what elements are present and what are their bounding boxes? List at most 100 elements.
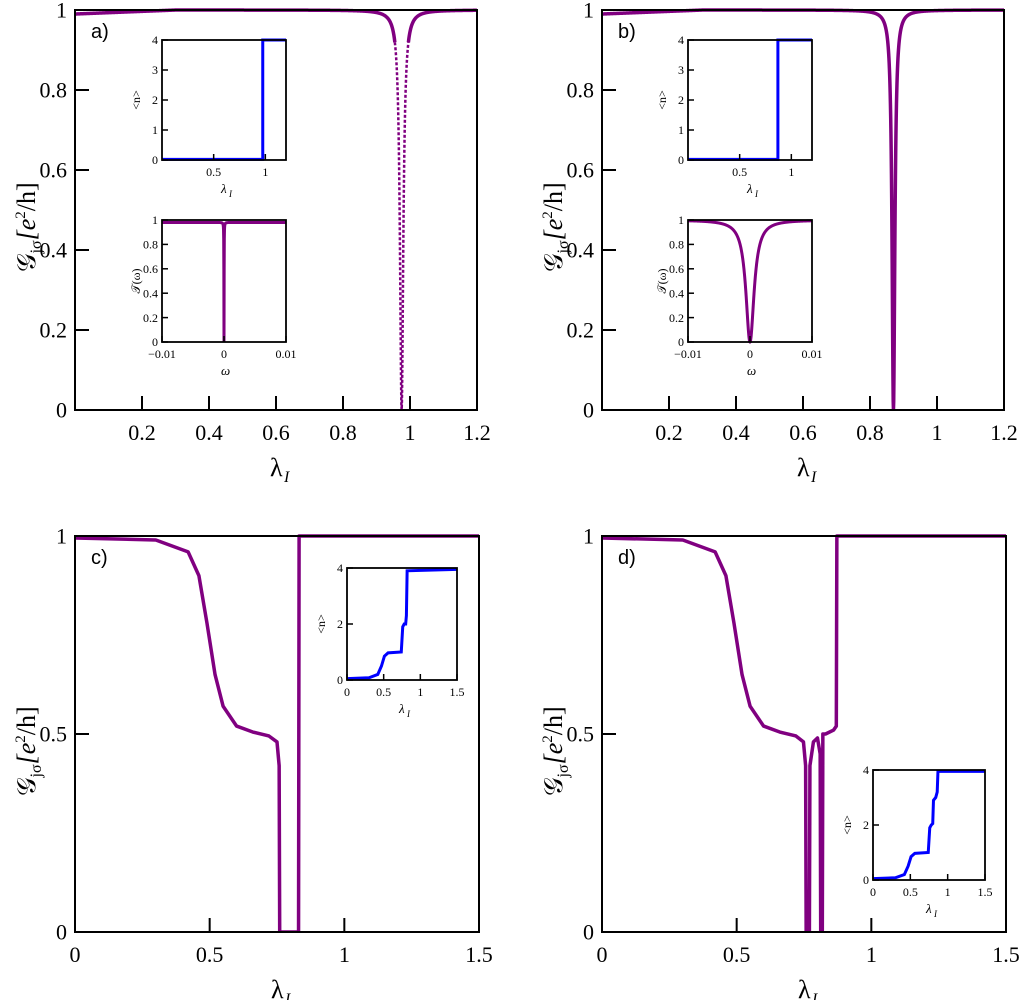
- inset-xtick-label: 0: [747, 347, 753, 361]
- inset-ytick-label: 0.8: [143, 238, 158, 252]
- inset-ytick-label: 3: [152, 63, 158, 77]
- main-xtick-label: 0.2: [128, 420, 156, 445]
- inset-x-label: λ: [925, 901, 932, 916]
- inset-ytick-label: 4: [337, 561, 343, 575]
- inset-ytick-label: 4: [152, 33, 158, 47]
- inset-ytick-label: 1: [152, 123, 158, 137]
- inset-ytick-label: 0.4: [143, 286, 158, 300]
- inset-background: [347, 568, 457, 680]
- inset-x-label: λ: [746, 181, 753, 196]
- main-xtick-label: 1.5: [465, 942, 493, 967]
- main-ytick-label: 0.6: [40, 158, 68, 183]
- main-ytick-label: 0: [583, 920, 594, 945]
- inset-ytick-label: 0.6: [669, 262, 684, 276]
- conductance-series-line: [602, 534, 1006, 932]
- inset-xtick-label: 0.5: [903, 885, 918, 899]
- inset-x-label-subscript: I: [228, 189, 233, 199]
- inset-ytick-label: 0.2: [669, 311, 684, 325]
- inset-y-label: 𝒯(ω): [129, 268, 143, 293]
- inset-xtick-label: 1: [788, 165, 794, 179]
- main-xtick-label: 0.5: [196, 942, 224, 967]
- x-axis-label-subscript: I: [810, 469, 817, 486]
- main-xtick-label: 0: [597, 942, 608, 967]
- inset-ytick-label: 2: [678, 93, 684, 107]
- inset-ytick-label: 4: [863, 763, 869, 777]
- inset-ytick-label: 0: [152, 335, 158, 349]
- y-axis-label: 𝒢jσ[e2/h]: [12, 182, 45, 272]
- inset-y-label: <n>: [840, 815, 854, 835]
- inset-ytick-label: 0: [152, 153, 158, 167]
- inset-ytick-label: 1: [678, 123, 684, 137]
- main-xtick-label: 1: [932, 420, 943, 445]
- main-xtick-label: 1.2: [990, 420, 1018, 445]
- inset-xtick-label: 0.5: [376, 685, 391, 699]
- inset-y-label-text: 𝒯(ω): [129, 268, 143, 293]
- inset-xtick-label: −0.01: [148, 347, 176, 361]
- inset-xtick-label: 0: [344, 685, 350, 699]
- main-xtick-label: 0.6: [789, 420, 817, 445]
- main-xtick-label: 1.2: [463, 420, 491, 445]
- inset-ytick-label: 0: [863, 873, 869, 887]
- main-xtick-label: 0.6: [262, 420, 290, 445]
- main-ytick-label: 1: [583, 0, 594, 23]
- x-axis-label-subscript: I: [284, 991, 291, 1000]
- inset-ytick-label: 0.6: [143, 262, 158, 276]
- inset-x-label-subscript: I: [754, 189, 759, 199]
- main-xtick-label: 0: [70, 942, 81, 967]
- inset-ytick-label: 0: [678, 153, 684, 167]
- inset-ytick-label: 0: [678, 335, 684, 349]
- inset-occupation: 0 0.5 1 1.5 0 2 4 <n> λ I: [840, 763, 993, 919]
- inset-ytick-label: 1: [152, 213, 158, 227]
- inset-occupation: 0.5 1 0 1 2 3 4 <n> λ I: [129, 33, 287, 199]
- inset-ytick-label: 0: [337, 673, 343, 687]
- inset-xtick-label: 0: [870, 885, 876, 899]
- inset-y-label: <n>: [314, 614, 328, 634]
- inset-occupation: 0 0.5 1 1.5 0 2 4 <n> λ I: [314, 561, 465, 719]
- main-xtick-label: 0.2: [655, 420, 683, 445]
- y-axis-label-text: 𝒢jσ[e2/h]: [12, 182, 45, 272]
- inset-ytick-label: 0.2: [143, 311, 158, 325]
- inset-x-label: ω: [221, 363, 230, 378]
- inset-xtick-label: 1: [945, 885, 951, 899]
- panel-label: c): [91, 547, 108, 569]
- panel-label: d): [618, 547, 636, 569]
- inset-series-line: [347, 567, 457, 681]
- panel-label: a): [91, 21, 109, 43]
- main-xtick-label: 0.8: [856, 420, 884, 445]
- main-ytick-label: 1: [583, 524, 594, 549]
- main-ytick-label: 0: [56, 398, 67, 423]
- conductance-series-line-left: [75, 8, 397, 43]
- main-ytick-label: 0.2: [567, 318, 595, 343]
- main-ytick-label: 0.8: [567, 78, 595, 103]
- inset-y-label: <n>: [129, 90, 143, 110]
- main-xtick-label: 0.5: [723, 942, 751, 967]
- inset-background: [873, 770, 985, 880]
- main-xtick-label: 1: [405, 420, 416, 445]
- main-xtick-label: 0.8: [329, 420, 357, 445]
- inset-y-label: <n>: [655, 90, 669, 110]
- panel-b: 0.2 0.4 0.6 0.8 1 1.200.20.40.60.81b)λ I𝒢jσ[e2…: [539, 0, 1018, 486]
- inset-xtick-label: −0.01: [674, 347, 702, 361]
- inset-ytick-label: 2: [863, 818, 869, 832]
- inset-y-label: 𝒯(ω): [655, 268, 669, 293]
- y-axis-label-text: 𝒢jσ[e2/h]: [12, 706, 45, 796]
- inset-xtick-label: 0.01: [276, 347, 297, 361]
- x-axis-label: λ: [798, 975, 811, 1000]
- main-ytick-label: 0: [56, 920, 67, 945]
- main-ytick-label: 0.8: [40, 78, 68, 103]
- x-axis-label: λ: [271, 975, 284, 1000]
- inset-ytick-label: 2: [152, 93, 158, 107]
- main-xtick-label: 0.4: [195, 420, 223, 445]
- inset-ytick-label: 1: [678, 213, 684, 227]
- conductance-series-line-right: [406, 8, 477, 43]
- inset-background: [162, 40, 286, 160]
- inset-ytick-label: 3: [678, 63, 684, 77]
- main-ytick-label: 1: [56, 524, 67, 549]
- inset-background: [688, 220, 812, 342]
- y-axis-label: 𝒢jσ[e2/h]: [539, 706, 572, 796]
- inset-xtick-label: 1.5: [978, 885, 993, 899]
- inset-y-label-text: <n>: [655, 90, 669, 110]
